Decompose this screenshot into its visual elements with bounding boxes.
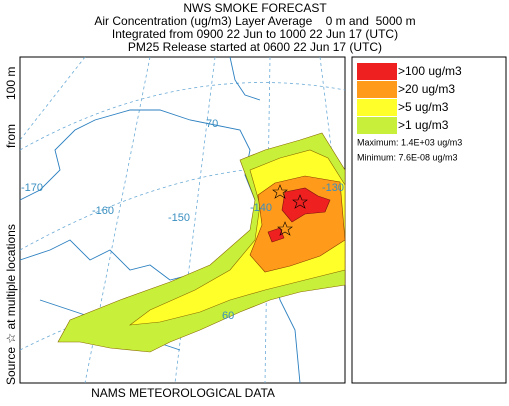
graticule-label: 60 [222,310,234,322]
graticule-label: 70 [206,118,218,130]
legend-label: >20 ug/m3 [398,82,455,96]
legend-label: >1 ug/m3 [398,118,449,132]
side-label: 100 m [4,67,18,100]
legend-swatch [357,99,397,116]
title: NWS SMOKE FORECAST [183,1,327,15]
graticule-label: -130 [322,182,344,194]
map: -170 -160 -150 -140 -130 70 60 [19,56,346,384]
legend: >100 ug/m3 >20 ug/m3 >5 ug/m3 >1 ug/m3 Maxi… [351,56,507,384]
stat: Maximum: 1.4E+03 ug/m3 [357,137,462,147]
subtitle: PM25 Release started at 0600 22 Jun 17 (… [128,40,382,54]
footer: NAMS METEOROLOGICAL DATA [91,386,275,400]
side-label: Source ☆ at multiple locations [4,224,18,385]
plume-100 [281,187,331,223]
legend-label: >100 ug/m3 [398,64,462,78]
graticule [174,56,216,384]
graticule-label: -170 [21,182,43,194]
legend-swatch [357,117,397,134]
subtitle: Air Concentration (ug/m3) Layer Average … [94,14,415,28]
legend-label: >5 ug/m3 [398,100,449,114]
stat: Minimum: 7.6E-08 ug/m3 [357,152,458,162]
plume-100 [267,227,285,243]
graticule-label: -150 [168,212,190,224]
graticule-label: -140 [250,202,272,214]
side-label: from [4,124,18,148]
legend-swatch [357,81,397,98]
legend-swatch [357,63,397,80]
coastline [229,56,261,101]
subtitle: Integrated from 0900 22 Jun to 1000 22 J… [112,27,398,41]
graticule-label: -160 [92,205,114,217]
sources [272,184,308,236]
